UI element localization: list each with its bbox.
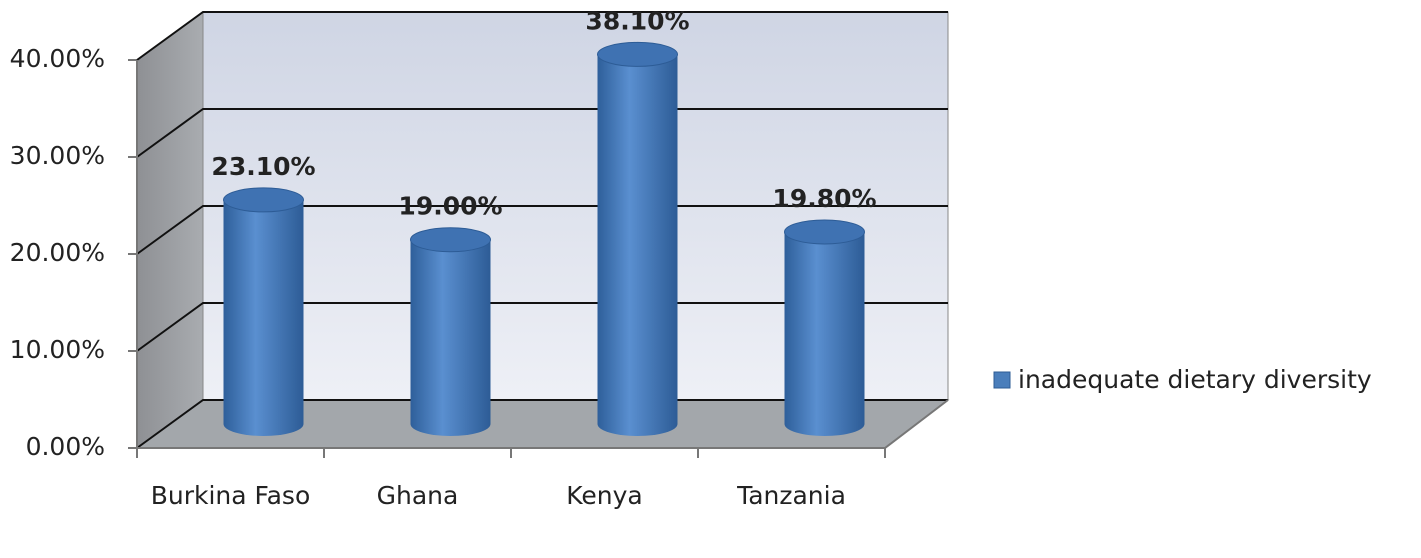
grid-line xyxy=(136,302,948,352)
value-label: 19.80% xyxy=(772,184,876,213)
grid-line xyxy=(136,108,948,158)
x-tick-label: Ghana xyxy=(376,481,459,510)
x-tick-label: Tanzania xyxy=(737,481,846,510)
bar-top xyxy=(784,219,865,245)
bar xyxy=(597,54,678,437)
y-tick-label: 0.00% xyxy=(26,432,105,461)
value-label: 38.10% xyxy=(585,6,689,35)
value-label: 23.10% xyxy=(211,152,315,181)
x-tick-label: Kenya xyxy=(566,481,643,510)
value-label: 19.00% xyxy=(398,192,502,221)
bar xyxy=(784,231,865,437)
y-tick-label: 30.00% xyxy=(10,141,105,170)
legend-swatch xyxy=(993,371,1011,389)
y-tick-label: 20.00% xyxy=(10,238,105,267)
grid-line xyxy=(136,11,948,61)
bar xyxy=(223,199,304,437)
legend-label: inadequate dietary diversity xyxy=(1018,365,1372,394)
bar xyxy=(410,239,491,437)
grid-line xyxy=(136,399,948,449)
y-tick-label: 10.00% xyxy=(10,335,105,364)
bar-top xyxy=(597,41,678,67)
x-tick-label: Burkina Faso xyxy=(150,481,311,510)
bar-top xyxy=(223,187,304,213)
grid-line xyxy=(136,205,948,255)
bar-top xyxy=(410,227,491,253)
y-tick-label: 40.00% xyxy=(10,44,105,73)
